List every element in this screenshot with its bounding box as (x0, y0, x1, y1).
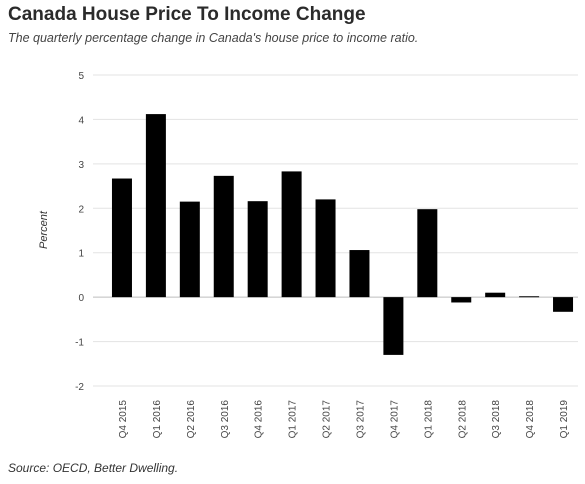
bar (179, 201, 200, 298)
y-tick-label: 4 (78, 115, 84, 126)
y-axis-ticks: 5 4 3 2 1 0 -1 -2 (75, 71, 84, 393)
x-tick-label: Q1 2017 (288, 400, 299, 439)
bar (451, 297, 472, 303)
x-tick-label: Q2 2017 (322, 400, 333, 439)
y-tick-label: 2 (78, 204, 84, 215)
bar (315, 199, 336, 298)
y-tick-label: 1 (78, 249, 84, 260)
x-tick-label: Q4 2015 (118, 400, 129, 439)
bars (111, 114, 574, 355)
bar (417, 209, 438, 298)
x-tick-label: Q3 2017 (355, 400, 366, 439)
bar (213, 175, 234, 298)
x-tick-label: Q3 2016 (220, 400, 231, 439)
bar (485, 292, 506, 298)
bar (111, 178, 132, 298)
y-tick-label: 0 (78, 293, 84, 304)
bar (519, 296, 540, 298)
bar (383, 297, 404, 355)
x-tick-label: Q4 2017 (389, 400, 400, 439)
bar (553, 297, 574, 312)
y-tick-label: -2 (75, 382, 84, 393)
bar (349, 250, 370, 298)
y-axis-label: Percent (38, 210, 50, 249)
x-tick-label: Q4 2016 (254, 400, 265, 439)
x-tick-label: Q1 2018 (423, 400, 434, 439)
y-tick-label: 5 (78, 71, 84, 82)
x-tick-label: Q2 2016 (186, 400, 197, 439)
bar (145, 114, 166, 298)
bar (281, 171, 302, 298)
x-axis-ticks: Q4 2015 Q1 2016 Q2 2016 Q3 2016 Q4 2016 Q1 20… (118, 400, 570, 439)
x-tick-label: Q3 2018 (491, 400, 502, 439)
chart-subtitle: The quarterly percentage change in Canad… (8, 31, 419, 45)
x-tick-label: Q1 2016 (152, 400, 163, 439)
bar (247, 201, 268, 298)
source-note: Source: OECD, Better Dwelling. (8, 461, 179, 475)
x-tick-label: Q1 2019 (559, 400, 570, 439)
y-tick-label: 3 (78, 160, 84, 171)
x-tick-label: Q4 2018 (525, 400, 536, 439)
chart-title: Canada House Price To Income Change (8, 4, 366, 25)
chart-area: 5 4 3 2 1 0 -1 -2 Q4 2015 Q1 2016 Q2 2016 Q3 2016 Q… (0, 55, 585, 450)
y-tick-label: -1 (75, 338, 84, 349)
x-tick-label: Q2 2018 (457, 400, 468, 439)
